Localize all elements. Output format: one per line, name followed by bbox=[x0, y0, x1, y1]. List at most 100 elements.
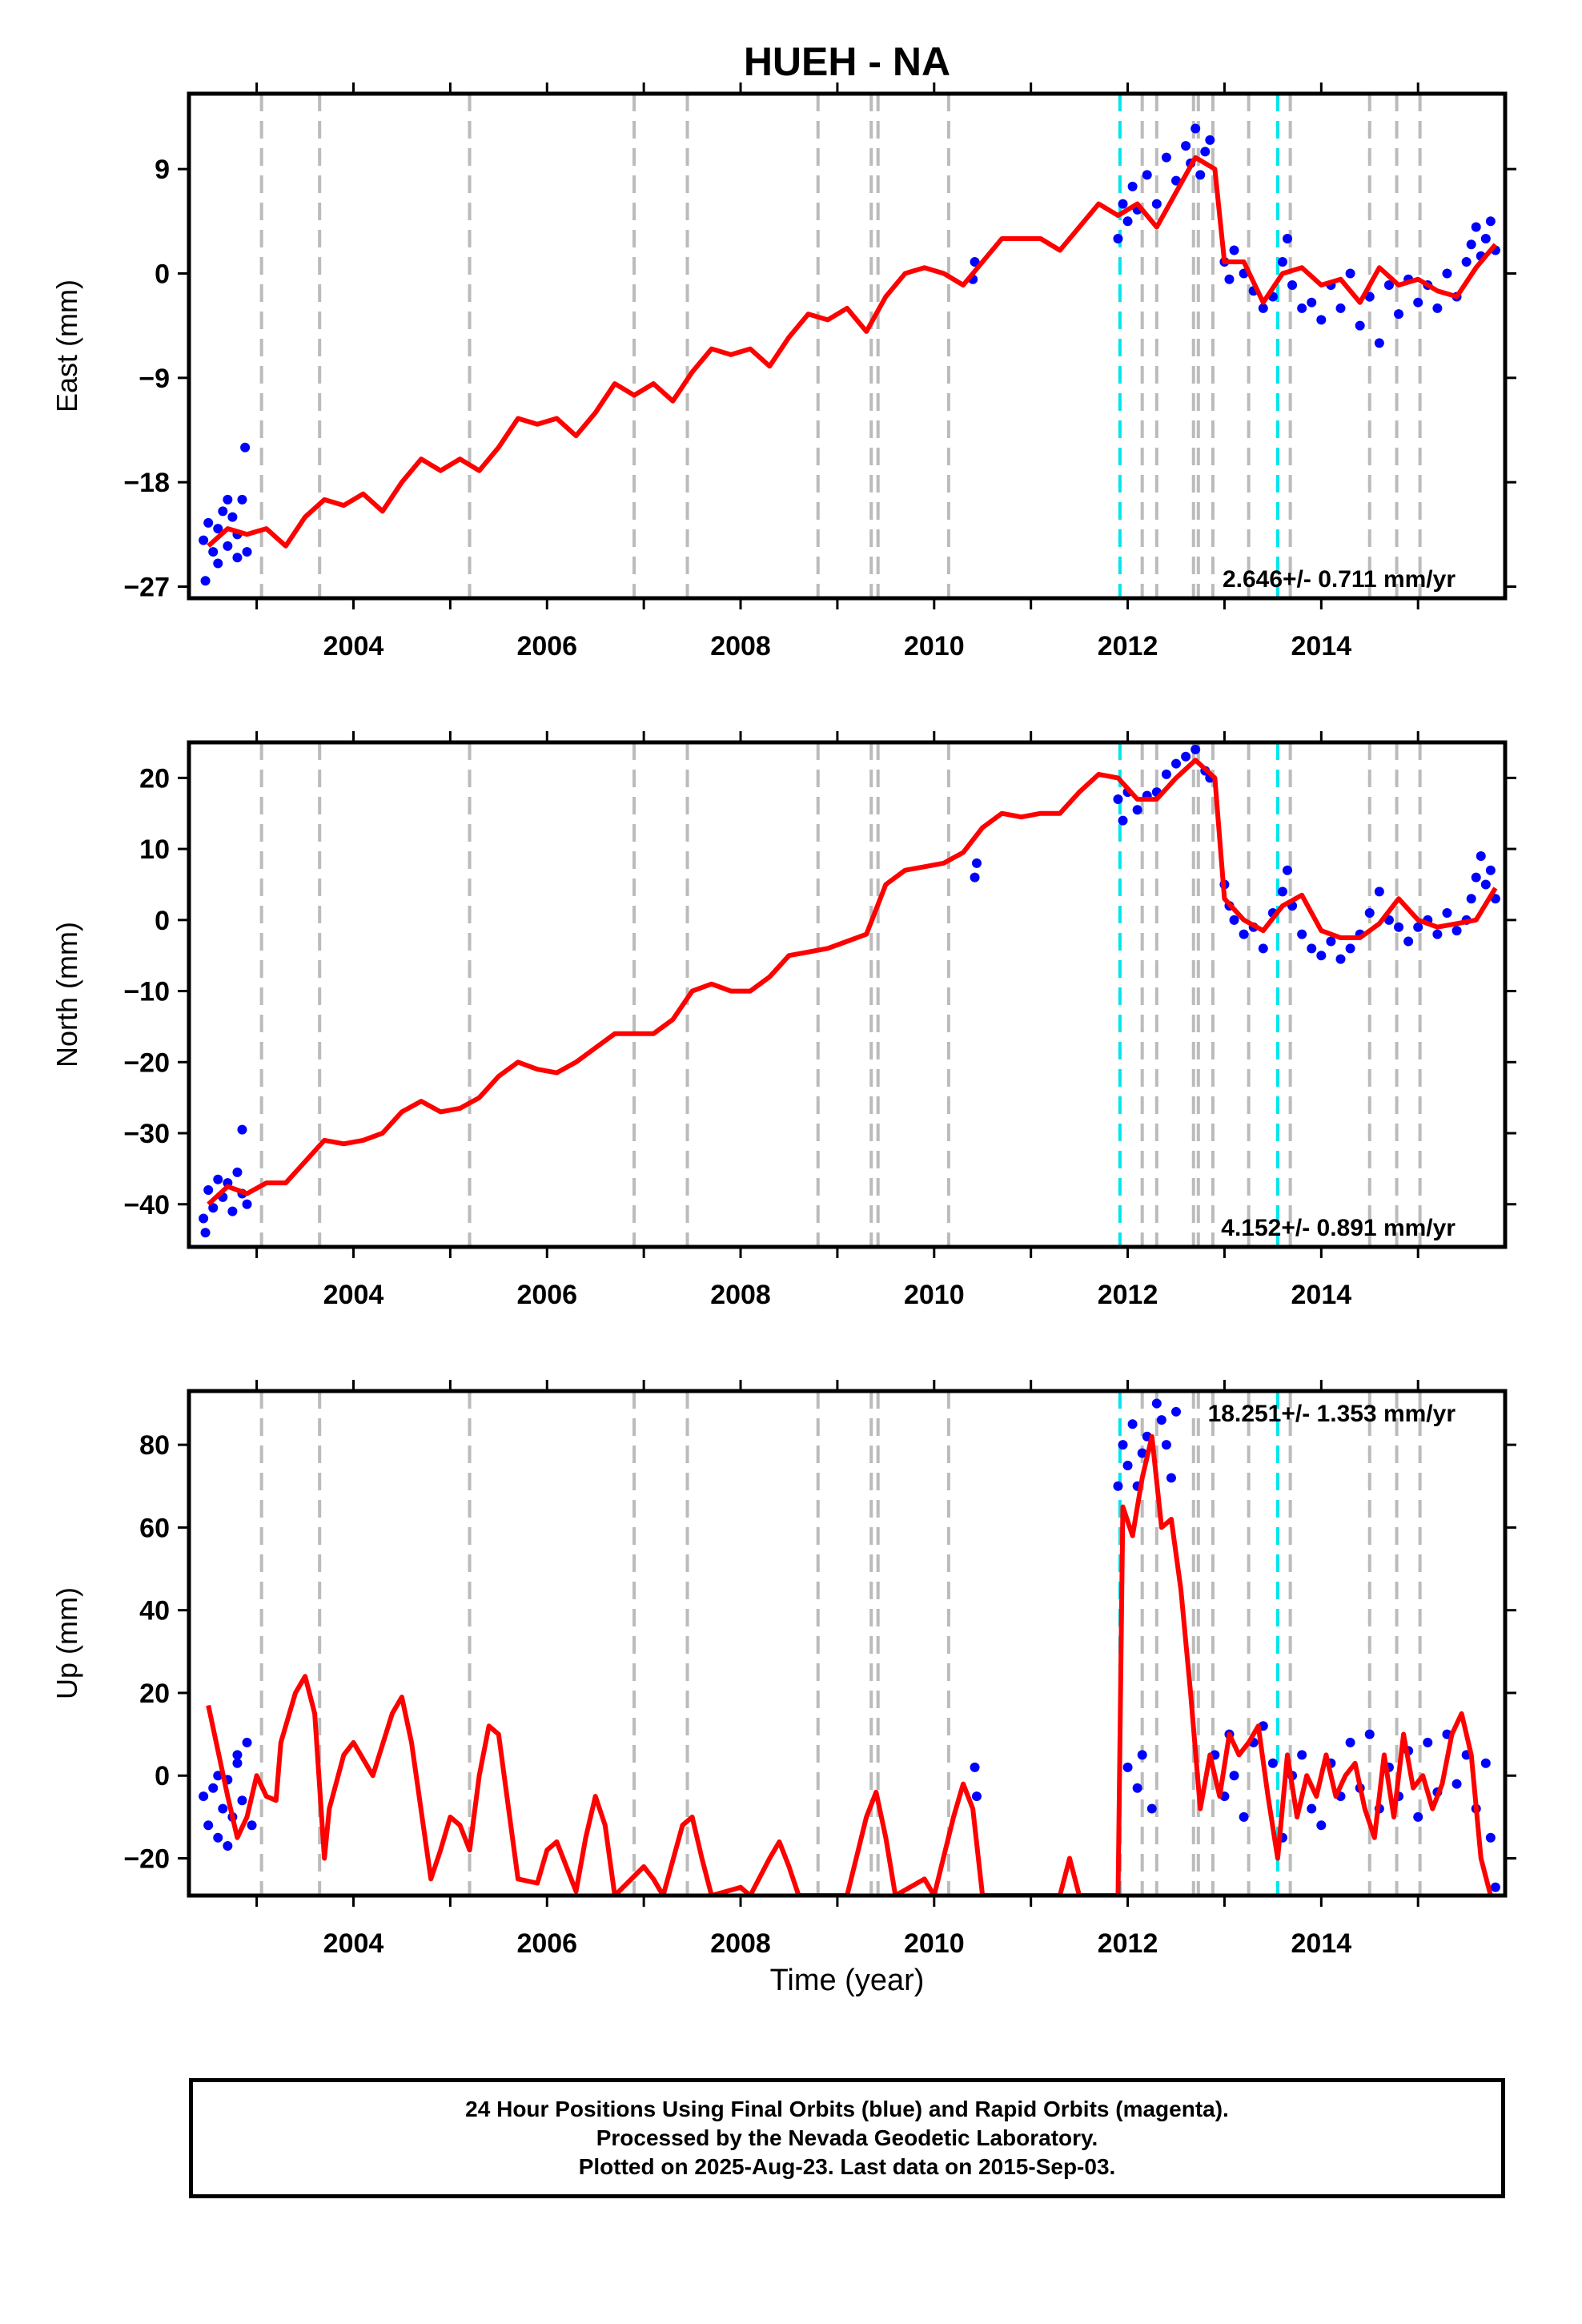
data-point bbox=[1239, 929, 1249, 939]
data-point bbox=[1355, 320, 1365, 331]
data-point bbox=[1181, 751, 1191, 762]
data-point bbox=[1297, 303, 1307, 313]
data-point bbox=[1383, 279, 1394, 290]
x-tick-label: 2012 bbox=[1098, 1928, 1158, 1959]
y-tick-label: −40 bbox=[123, 1190, 170, 1220]
x-tick-label: 2006 bbox=[516, 1280, 577, 1310]
data-point bbox=[1191, 744, 1201, 754]
y-tick-label: −27 bbox=[123, 573, 170, 603]
x-tick-label: 2012 bbox=[1098, 631, 1158, 661]
data-point bbox=[1413, 922, 1423, 932]
data-point bbox=[1200, 147, 1211, 157]
data-point bbox=[200, 1228, 211, 1238]
plot-frame bbox=[187, 740, 1508, 1249]
data-point bbox=[1413, 1811, 1423, 1822]
panel-north: −40 −30 −20 −10 0 10 20 2004 2006 2008 2010 2012 201… bbox=[50, 731, 1516, 1310]
x-tick-label: 2004 bbox=[323, 1280, 384, 1310]
data-point bbox=[1490, 1882, 1500, 1892]
data-point bbox=[1127, 1419, 1138, 1429]
data-point bbox=[1307, 1803, 1317, 1814]
data-point bbox=[1151, 1398, 1162, 1409]
data-point bbox=[199, 535, 209, 545]
data-point bbox=[1137, 1448, 1147, 1458]
data-point bbox=[1277, 257, 1287, 267]
data-point bbox=[232, 1167, 243, 1177]
data-point bbox=[242, 547, 252, 557]
plot-frame bbox=[187, 1389, 1508, 1898]
data-point bbox=[1258, 943, 1268, 954]
y-tick-label: 10 bbox=[139, 834, 170, 865]
data-point bbox=[1326, 936, 1336, 947]
x-tick-label: 2004 bbox=[323, 631, 384, 661]
data-point bbox=[1283, 865, 1293, 875]
y-tick-label: 80 bbox=[139, 1430, 170, 1461]
data-point bbox=[1466, 894, 1476, 904]
data-point bbox=[1335, 954, 1346, 964]
x-tick-label: 2008 bbox=[710, 631, 771, 661]
y-tick-label: −20 bbox=[123, 1844, 170, 1875]
y-axis-label: East (mm) bbox=[50, 279, 83, 412]
y-tick-label: −20 bbox=[123, 1047, 170, 1078]
data-point bbox=[1239, 1811, 1249, 1822]
data-point bbox=[1113, 234, 1123, 244]
data-point bbox=[1118, 815, 1128, 826]
data-point bbox=[1161, 1440, 1171, 1450]
panel-east: −27 −18 −9 0 9 2004 2006 2008 2010 2012 2014 East (… bbox=[50, 82, 1516, 661]
data-point bbox=[1171, 758, 1181, 769]
data-point bbox=[1461, 257, 1472, 267]
data-point bbox=[1191, 123, 1201, 134]
footer-box: 24 Hour Positions Using Final Orbits (bl… bbox=[189, 2078, 1505, 2198]
data-point bbox=[199, 1791, 209, 1802]
data-point bbox=[1287, 279, 1298, 290]
data-point bbox=[237, 494, 247, 505]
data-point bbox=[1122, 1460, 1133, 1470]
data-point bbox=[237, 1124, 247, 1135]
data-point bbox=[1374, 338, 1384, 348]
data-point bbox=[1229, 1771, 1239, 1781]
data-point bbox=[1122, 216, 1133, 227]
data-point bbox=[218, 506, 228, 517]
data-point bbox=[200, 576, 211, 586]
y-tick-label: −30 bbox=[123, 1119, 170, 1149]
data-point bbox=[1127, 181, 1138, 191]
data-point bbox=[223, 494, 233, 505]
data-point bbox=[1156, 1415, 1166, 1425]
data-point bbox=[970, 257, 980, 267]
data-point bbox=[1480, 1758, 1491, 1768]
data-point bbox=[1374, 887, 1384, 897]
model-line bbox=[206, 1433, 1493, 1896]
y-tick-label: 0 bbox=[155, 906, 170, 936]
data-point bbox=[242, 1737, 252, 1747]
plot-area bbox=[199, 94, 1500, 598]
data-point bbox=[1181, 141, 1191, 151]
data-point bbox=[970, 872, 980, 883]
data-point bbox=[1394, 922, 1404, 932]
data-point bbox=[1171, 1406, 1181, 1417]
data-point bbox=[1316, 315, 1327, 325]
data-point bbox=[213, 524, 223, 534]
footer-line-2: Processed by the Nevada Geodetic Laborat… bbox=[596, 2125, 1098, 2150]
data-point bbox=[208, 1783, 219, 1793]
x-tick-label: 2004 bbox=[323, 1928, 384, 1959]
data-point bbox=[223, 1841, 233, 1852]
data-point bbox=[199, 1213, 209, 1224]
data-point bbox=[208, 547, 219, 557]
y-axis-label: North (mm) bbox=[50, 922, 83, 1068]
data-point bbox=[1151, 199, 1162, 209]
data-point bbox=[1394, 309, 1404, 320]
data-point bbox=[1364, 907, 1375, 918]
plot-frame bbox=[187, 91, 1508, 601]
data-point bbox=[1345, 943, 1355, 954]
data-point bbox=[1283, 234, 1293, 244]
y-tick-label: −10 bbox=[123, 977, 170, 1007]
y-tick-label: 0 bbox=[155, 259, 170, 289]
data-point bbox=[240, 442, 251, 452]
y-tick-label: 20 bbox=[139, 763, 170, 794]
x-tick-label: 2012 bbox=[1098, 1280, 1158, 1310]
y-tick-label: 20 bbox=[139, 1679, 170, 1709]
data-point bbox=[1205, 135, 1215, 145]
data-point bbox=[1442, 907, 1452, 918]
data-point bbox=[1345, 268, 1355, 279]
y-tick-label: −9 bbox=[139, 364, 170, 394]
data-point bbox=[1432, 929, 1443, 939]
